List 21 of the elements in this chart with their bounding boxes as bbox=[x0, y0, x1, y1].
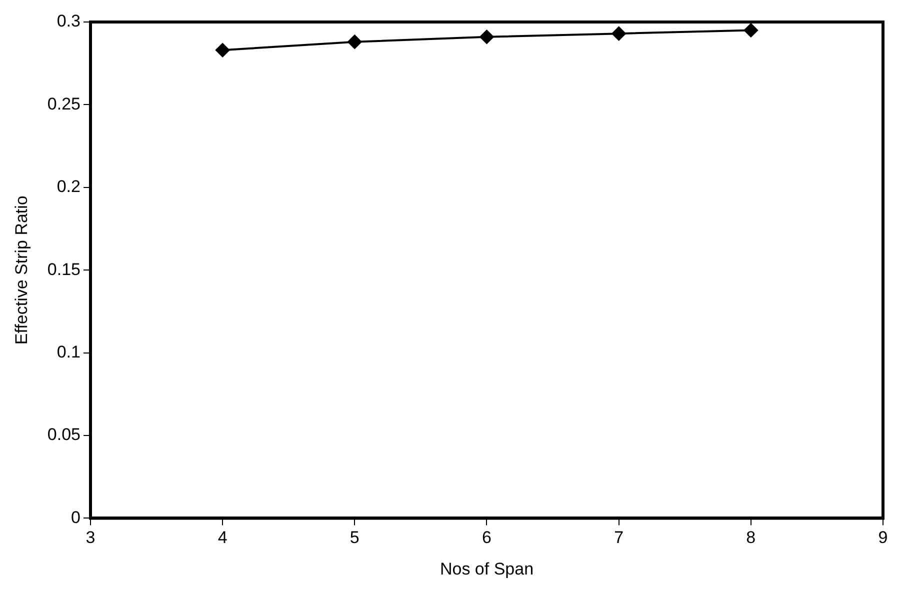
x-tick-label: 6 bbox=[482, 528, 492, 548]
y-tick-label: 0.1 bbox=[56, 342, 80, 362]
point bbox=[216, 43, 230, 58]
x-tick-label: 3 bbox=[86, 528, 96, 548]
point bbox=[348, 34, 362, 49]
y-tick-label: 0.3 bbox=[56, 12, 80, 31]
x-axis-title: Nos of Span bbox=[440, 559, 534, 578]
y-tick-label: 0.25 bbox=[47, 94, 80, 114]
x-tick-label: 8 bbox=[746, 528, 756, 548]
y-axis-title: Effective Strip Ratio bbox=[12, 196, 31, 345]
point bbox=[744, 23, 758, 38]
x-tick-label: 7 bbox=[614, 528, 624, 548]
x-tick-label: 9 bbox=[878, 528, 888, 548]
y-tick-label: 0.2 bbox=[56, 177, 80, 196]
point bbox=[480, 30, 494, 44]
y-tick-label: 0.05 bbox=[47, 425, 80, 444]
x-tick-label: 4 bbox=[218, 528, 228, 548]
x-tick-label: 5 bbox=[350, 528, 360, 548]
y-tick-label: 0 bbox=[71, 508, 80, 527]
point bbox=[612, 26, 626, 41]
y-tick-label: 0.15 bbox=[47, 260, 80, 279]
